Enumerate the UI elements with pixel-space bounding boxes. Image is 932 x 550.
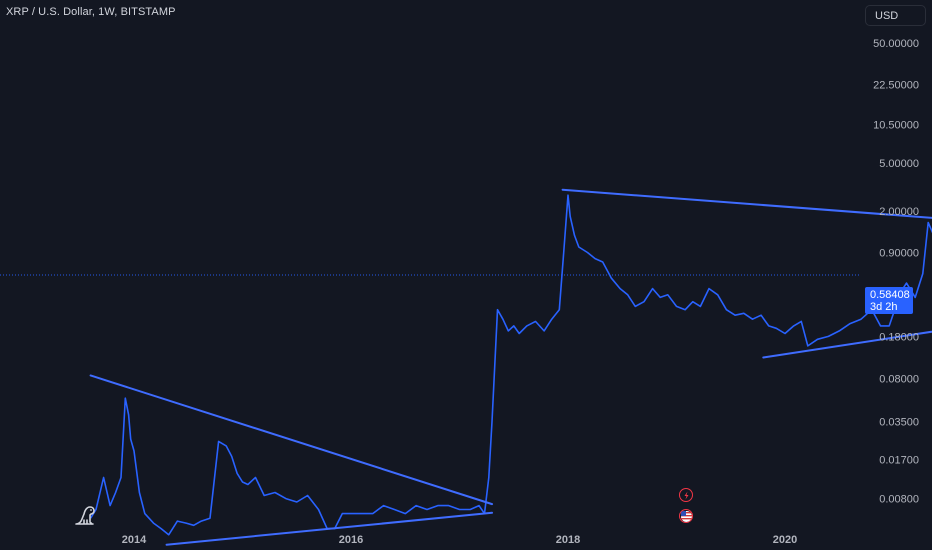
symbol-title[interactable]: XRP / U.S. Dollar, 1W, BITSTAMP	[6, 6, 176, 18]
trendline-2[interactable]	[165, 511, 494, 546]
x-axis-tick-label: 2020	[773, 534, 797, 546]
y-axis-tick-label: 50.00000	[873, 38, 919, 50]
current-price-label: 0.58408	[870, 289, 910, 301]
price-series-line-0[interactable]	[89, 194, 932, 536]
y-axis-tick-label: 0.01700	[879, 454, 919, 466]
y-axis-tick-label: 0.90000	[879, 247, 919, 259]
x-axis-tick-label: 2016	[339, 534, 363, 546]
trendline-3[interactable]	[561, 188, 932, 250]
lightning-event-icon[interactable]	[679, 488, 693, 502]
us-flag-event-icon[interactable]	[679, 509, 693, 523]
y-axis-tick-label: 0.03500	[879, 417, 919, 429]
y-axis-tick-label: 10.50000	[873, 119, 919, 131]
y-axis-tick-label: 5.00000	[879, 158, 919, 170]
y-axis-tick-label: 0.08000	[879, 374, 919, 386]
currency-button[interactable]: USD	[865, 5, 926, 26]
current-price-badge: 0.58408 3d 2h	[865, 287, 913, 314]
y-axis-tick-label: 22.50000	[873, 80, 919, 92]
bar-countdown-label: 3d 2h	[870, 301, 898, 313]
y-axis-tick-label: 0.18000	[879, 331, 919, 343]
y-axis-tick-label: 0.00800	[879, 494, 919, 506]
x-axis-tick-label: 2018	[556, 534, 580, 546]
trendline-4[interactable]	[762, 268, 932, 359]
y-axis-tick-label: 2.00000	[879, 206, 919, 218]
dinosaur-logo-icon[interactable]	[73, 502, 101, 528]
x-axis-tick-label: 2014	[122, 534, 147, 546]
trendline-1[interactable]	[89, 374, 494, 506]
